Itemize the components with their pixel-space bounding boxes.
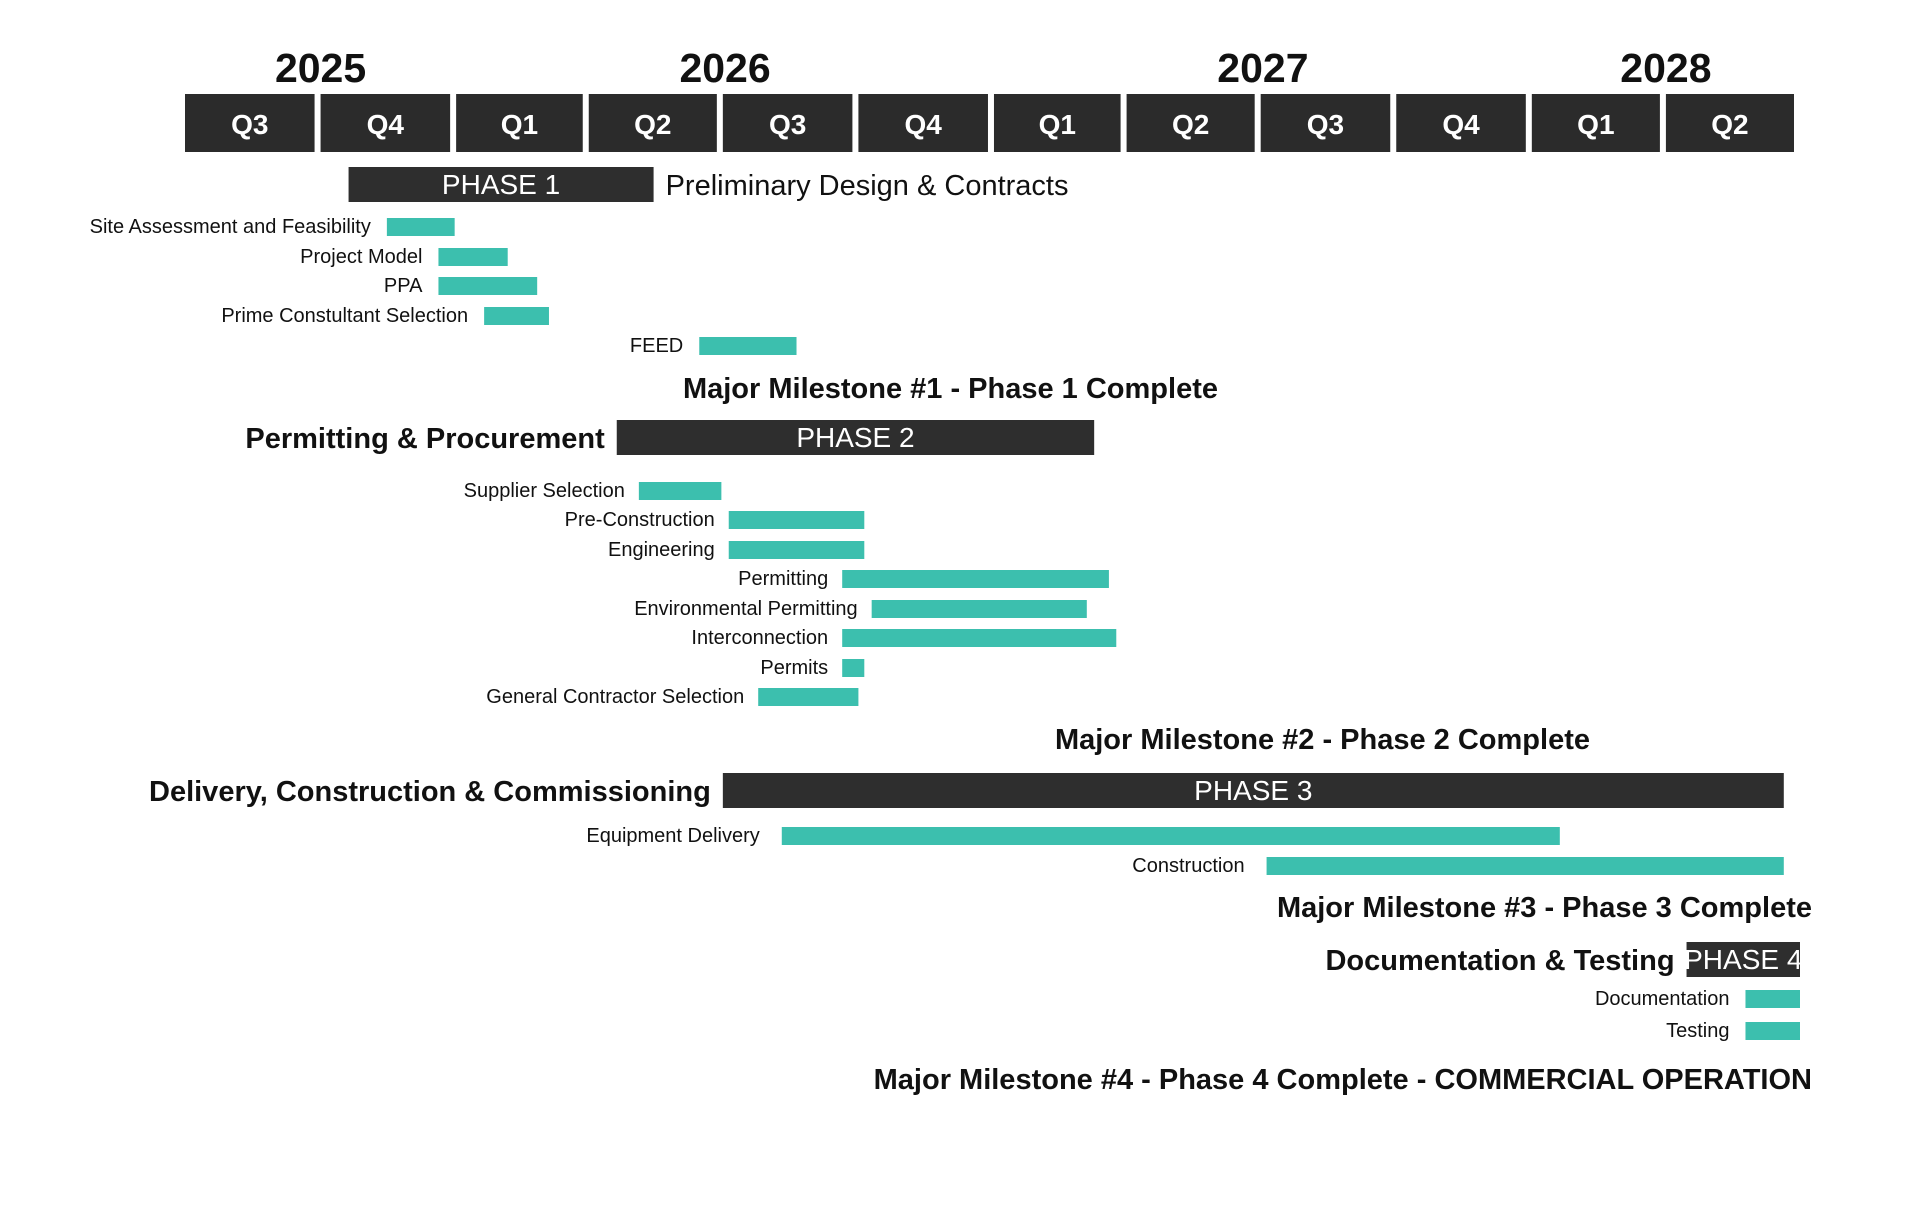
task-label: Pre-Construction — [565, 509, 715, 531]
quarter-label: Q2 — [1172, 109, 1209, 140]
year-label: 2028 — [1620, 45, 1711, 91]
phase-bar — [722, 773, 1784, 808]
task-label: Permits — [760, 657, 828, 679]
quarter-header-box — [993, 94, 1121, 152]
phase-label: PHASE 2 — [796, 422, 914, 453]
task-bar — [1745, 1022, 1800, 1040]
phase-name: Delivery, Construction & Commissioning — [149, 776, 711, 808]
phase-label: PHASE 3 — [1194, 775, 1312, 806]
task-label: FEED — [630, 335, 683, 357]
task-label: Equipment Delivery — [586, 825, 759, 847]
phase-bar — [1686, 942, 1800, 977]
task-label: Interconnection — [691, 627, 828, 649]
phase-bar — [348, 167, 654, 202]
task-label: Testing — [1666, 1020, 1729, 1042]
phase-name: Permitting & Procurement — [245, 423, 605, 455]
quarter-label: Q1 — [1577, 109, 1614, 140]
task-bar — [728, 541, 865, 559]
quarter-header-box — [1531, 94, 1660, 152]
year-label: 2025 — [275, 45, 366, 91]
quarter-label: Q3 — [231, 109, 268, 140]
quarter-header-box — [858, 94, 988, 152]
task-label: Environmental Permitting — [634, 598, 857, 620]
quarter-label: Q2 — [1711, 109, 1748, 140]
task-bar — [484, 307, 549, 325]
quarter-label: Q3 — [769, 109, 806, 140]
task-label: Prime Constultant Selection — [221, 305, 468, 327]
task-bar — [842, 629, 1117, 647]
task-bar — [871, 600, 1087, 618]
task-label: Site Assessment and Feasibility — [90, 216, 371, 238]
task-bar — [386, 218, 455, 236]
quarter-label: Q1 — [501, 109, 538, 140]
task-bar — [758, 688, 859, 706]
quarter-label: Q1 — [1039, 109, 1076, 140]
task-label: Supplier Selection — [464, 480, 625, 502]
quarter-header-box — [1260, 94, 1391, 152]
task-label: Permitting — [738, 568, 828, 590]
quarter-label: Q4 — [367, 109, 405, 140]
task-bar — [842, 659, 865, 677]
milestone-label: Major Milestone #1 - Phase 1 Complete — [683, 373, 1218, 405]
phase-label: PHASE 1 — [442, 169, 560, 200]
task-bar — [781, 827, 1560, 845]
quarter-label: Q2 — [634, 109, 671, 140]
milestone-label: Major Milestone #2 - Phase 2 Complete — [1055, 724, 1590, 756]
quarter-header-box — [185, 94, 315, 152]
task-bar — [1745, 990, 1800, 1008]
quarter-header-box — [1126, 94, 1255, 152]
quarter-label: Q4 — [905, 109, 943, 140]
phase-bar — [616, 420, 1095, 455]
milestone-label: Major Milestone #4 - Phase 4 Complete - … — [874, 1064, 1812, 1096]
quarter-header-box — [320, 94, 451, 152]
task-bar — [638, 482, 722, 500]
phase-name: Documentation & Testing — [1325, 945, 1674, 977]
year-label: 2027 — [1217, 45, 1308, 91]
quarter-header-box — [588, 94, 717, 152]
quarter-label: Q4 — [1442, 109, 1480, 140]
quarter-header-box — [456, 94, 583, 152]
task-bar — [842, 570, 1109, 588]
quarter-label: Q3 — [1307, 109, 1344, 140]
phase-label: PHASE 4 — [1684, 944, 1802, 975]
task-bar — [728, 511, 865, 529]
task-label: Engineering — [608, 539, 715, 561]
quarter-header-box — [1396, 94, 1526, 152]
milestone-label: Major Milestone #3 - Phase 3 Complete — [1277, 892, 1812, 924]
task-label: Construction — [1132, 855, 1244, 877]
phase-name: Preliminary Design & Contracts — [666, 170, 1069, 202]
task-label: Documentation — [1595, 988, 1730, 1010]
quarter-header-box — [722, 94, 853, 152]
task-bar — [699, 337, 797, 355]
task-label: General Contractor Selection — [486, 686, 744, 708]
year-label: 2026 — [679, 45, 770, 91]
task-bar — [438, 277, 538, 295]
quarter-header-box — [1665, 94, 1794, 152]
task-label: PPA — [384, 275, 423, 297]
task-bar — [1266, 857, 1784, 875]
task-label: Project Model — [300, 246, 422, 268]
task-bar — [438, 248, 508, 266]
